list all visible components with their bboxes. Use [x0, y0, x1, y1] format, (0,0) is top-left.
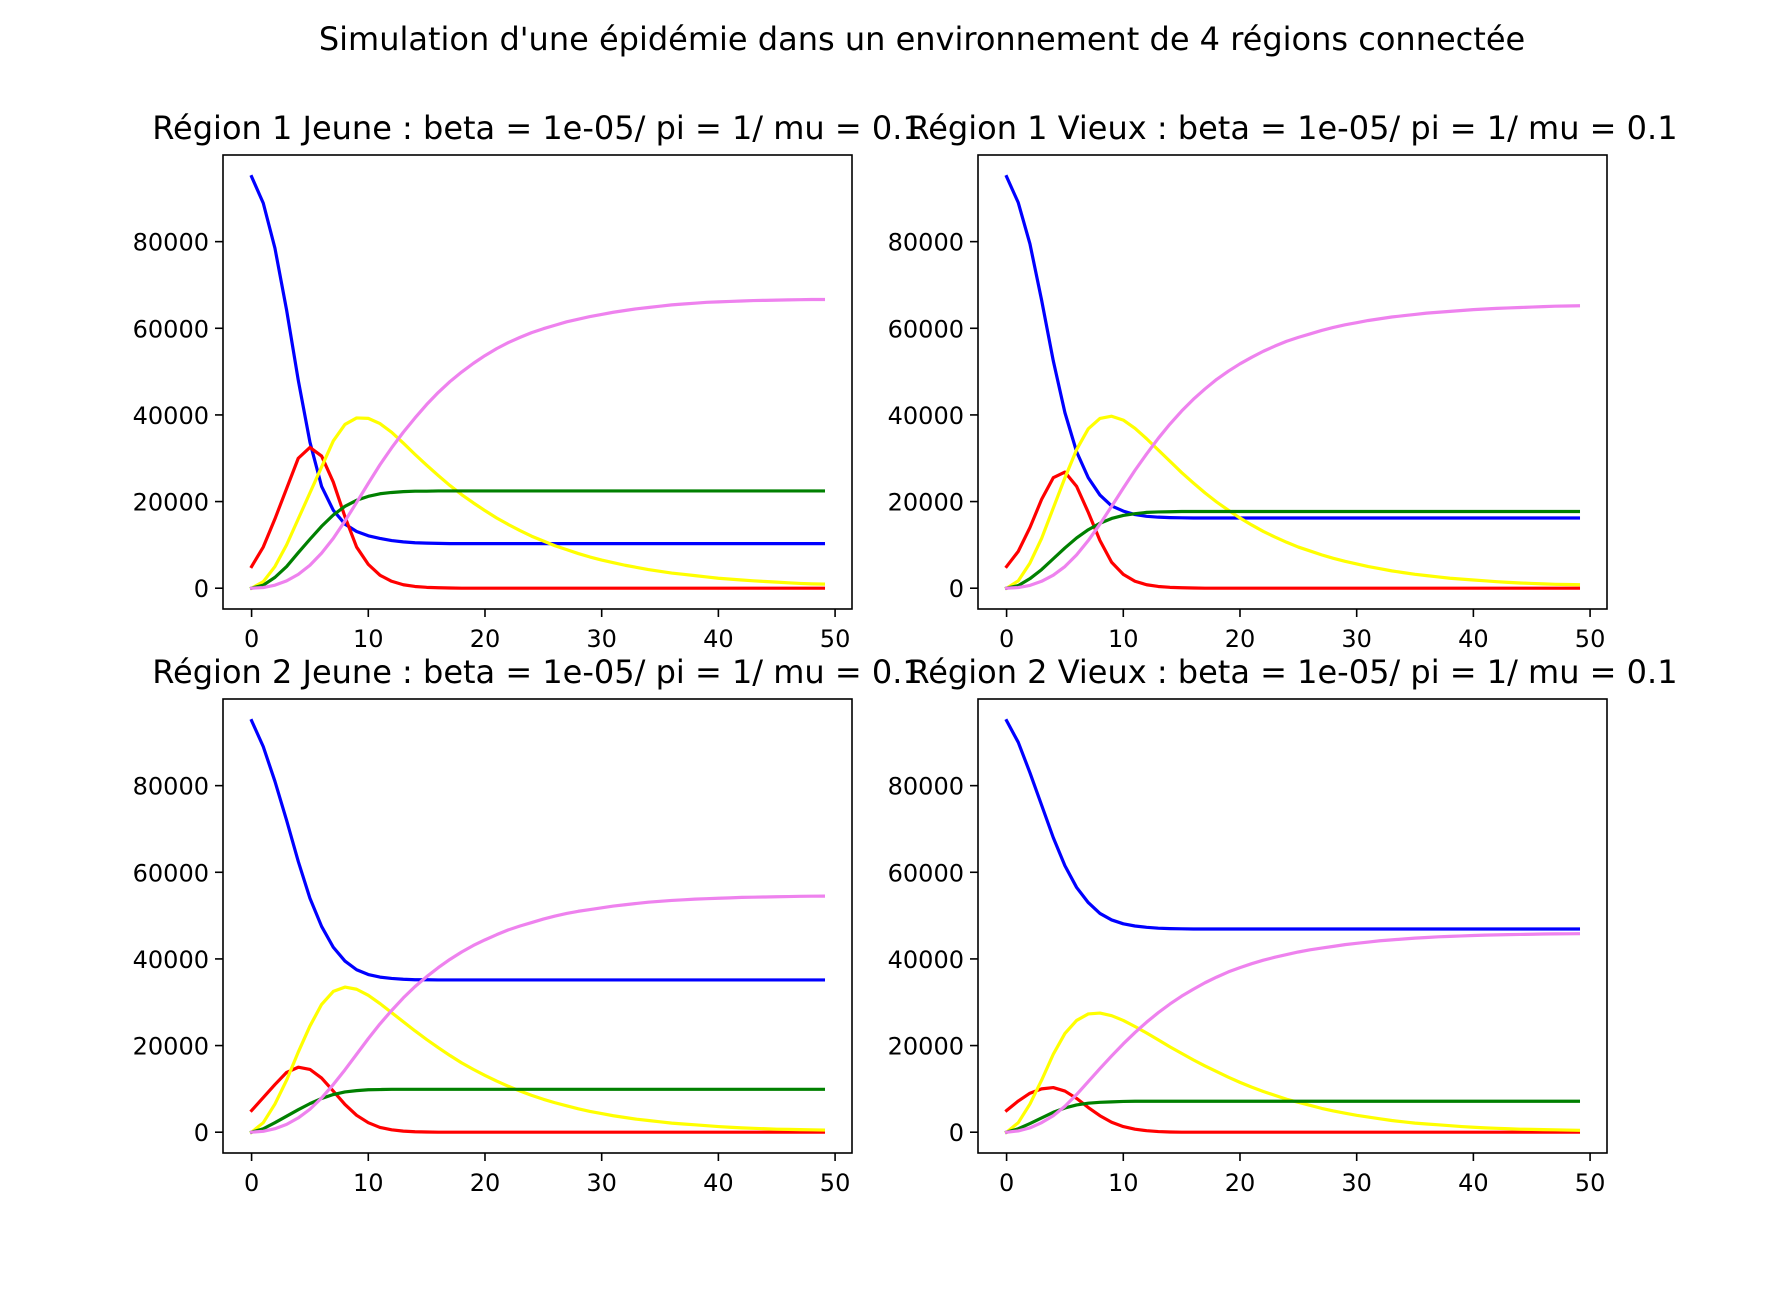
y-tick-label: 60000 — [888, 859, 964, 887]
axes-frame — [977, 154, 1608, 610]
series-line-green — [1004, 1099, 1581, 1135]
y-tick-label: 0 — [949, 1119, 964, 1147]
y-tick-label: 0 — [949, 575, 964, 603]
x-tick-label: 0 — [999, 625, 1014, 653]
x-tick-label: 40 — [1458, 625, 1489, 653]
x-tick-label: 10 — [1108, 625, 1139, 653]
x-tick-label: 20 — [470, 625, 501, 653]
subplot-region-1-vieux: Région 1 Vieux : beta = 1e-05/ pi = 1/ m… — [888, 109, 1678, 653]
y-tick-label: 40000 — [888, 402, 964, 430]
axes-frame — [222, 698, 853, 1154]
subplot-region-1-jeune: Région 1 Jeune : beta = 1e-05/ pi = 1/ m… — [133, 109, 923, 653]
series-line-blue — [249, 718, 826, 982]
x-tick-label: 20 — [1225, 625, 1256, 653]
y-tick-label: 60000 — [133, 315, 209, 343]
series-line-yellow — [1004, 414, 1581, 591]
figure-title: Simulation d'une épidémie dans un enviro… — [319, 20, 1525, 58]
series-line-green — [249, 489, 826, 591]
y-tick-label: 0 — [194, 575, 209, 603]
series-line-violet — [249, 297, 826, 590]
x-tick-label: 40 — [703, 625, 734, 653]
subplot-region-2-jeune: Région 2 Jeune : beta = 1e-05/ pi = 1/ m… — [133, 653, 923, 1197]
series-line-blue — [1004, 174, 1581, 520]
y-tick-label: 40000 — [133, 402, 209, 430]
x-tick-label: 40 — [1458, 1169, 1489, 1197]
subplot-region-2-vieux: Région 2 Vieux : beta = 1e-05/ pi = 1/ m… — [888, 653, 1678, 1197]
x-tick-label: 10 — [353, 1169, 384, 1197]
y-tick-label: 60000 — [133, 859, 209, 887]
series-line-blue — [1004, 718, 1581, 931]
x-tick-label: 50 — [1575, 625, 1606, 653]
x-tick-label: 10 — [1108, 1169, 1139, 1197]
y-tick-label: 60000 — [888, 315, 964, 343]
x-tick-label: 50 — [820, 625, 851, 653]
series-line-green — [249, 1087, 826, 1135]
x-tick-label: 30 — [1341, 1169, 1372, 1197]
y-tick-label: 0 — [194, 1119, 209, 1147]
x-tick-label: 30 — [586, 625, 617, 653]
subplot-title: Région 2 Vieux : beta = 1e-05/ pi = 1/ m… — [907, 653, 1677, 691]
axes-frame — [222, 154, 853, 610]
x-tick-label: 20 — [1225, 1169, 1256, 1197]
y-tick-label: 80000 — [133, 229, 209, 257]
series-line-violet — [249, 894, 826, 1134]
x-tick-label: 0 — [244, 625, 259, 653]
subplot-title: Région 2 Jeune : beta = 1e-05/ pi = 1/ m… — [152, 653, 923, 691]
x-tick-label: 50 — [1575, 1169, 1606, 1197]
y-tick-label: 40000 — [133, 946, 209, 974]
series-line-yellow — [249, 416, 826, 591]
series-line-red — [1004, 1085, 1581, 1134]
y-tick-label: 20000 — [888, 1033, 964, 1061]
x-tick-label: 30 — [1341, 625, 1372, 653]
x-tick-label: 30 — [586, 1169, 617, 1197]
y-tick-label: 40000 — [888, 946, 964, 974]
y-tick-label: 20000 — [133, 1033, 209, 1061]
series-line-yellow — [249, 985, 826, 1135]
x-tick-label: 0 — [244, 1169, 259, 1197]
subplot-title: Région 1 Jeune : beta = 1e-05/ pi = 1/ m… — [152, 109, 923, 147]
y-tick-label: 80000 — [133, 773, 209, 801]
x-tick-label: 20 — [470, 1169, 501, 1197]
series-line-violet — [1004, 932, 1581, 1134]
series-line-red — [249, 1065, 826, 1134]
series-line-red — [249, 445, 826, 590]
y-tick-label: 20000 — [888, 489, 964, 517]
x-tick-label: 0 — [999, 1169, 1014, 1197]
y-tick-label: 20000 — [133, 489, 209, 517]
y-tick-label: 80000 — [888, 229, 964, 257]
series-line-violet — [1004, 304, 1581, 590]
axes-frame — [977, 698, 1608, 1154]
subplot-title: Région 1 Vieux : beta = 1e-05/ pi = 1/ m… — [907, 109, 1677, 147]
y-tick-label: 80000 — [888, 773, 964, 801]
x-tick-label: 50 — [820, 1169, 851, 1197]
x-tick-label: 40 — [703, 1169, 734, 1197]
x-tick-label: 10 — [353, 625, 384, 653]
series-line-red — [1004, 470, 1581, 590]
